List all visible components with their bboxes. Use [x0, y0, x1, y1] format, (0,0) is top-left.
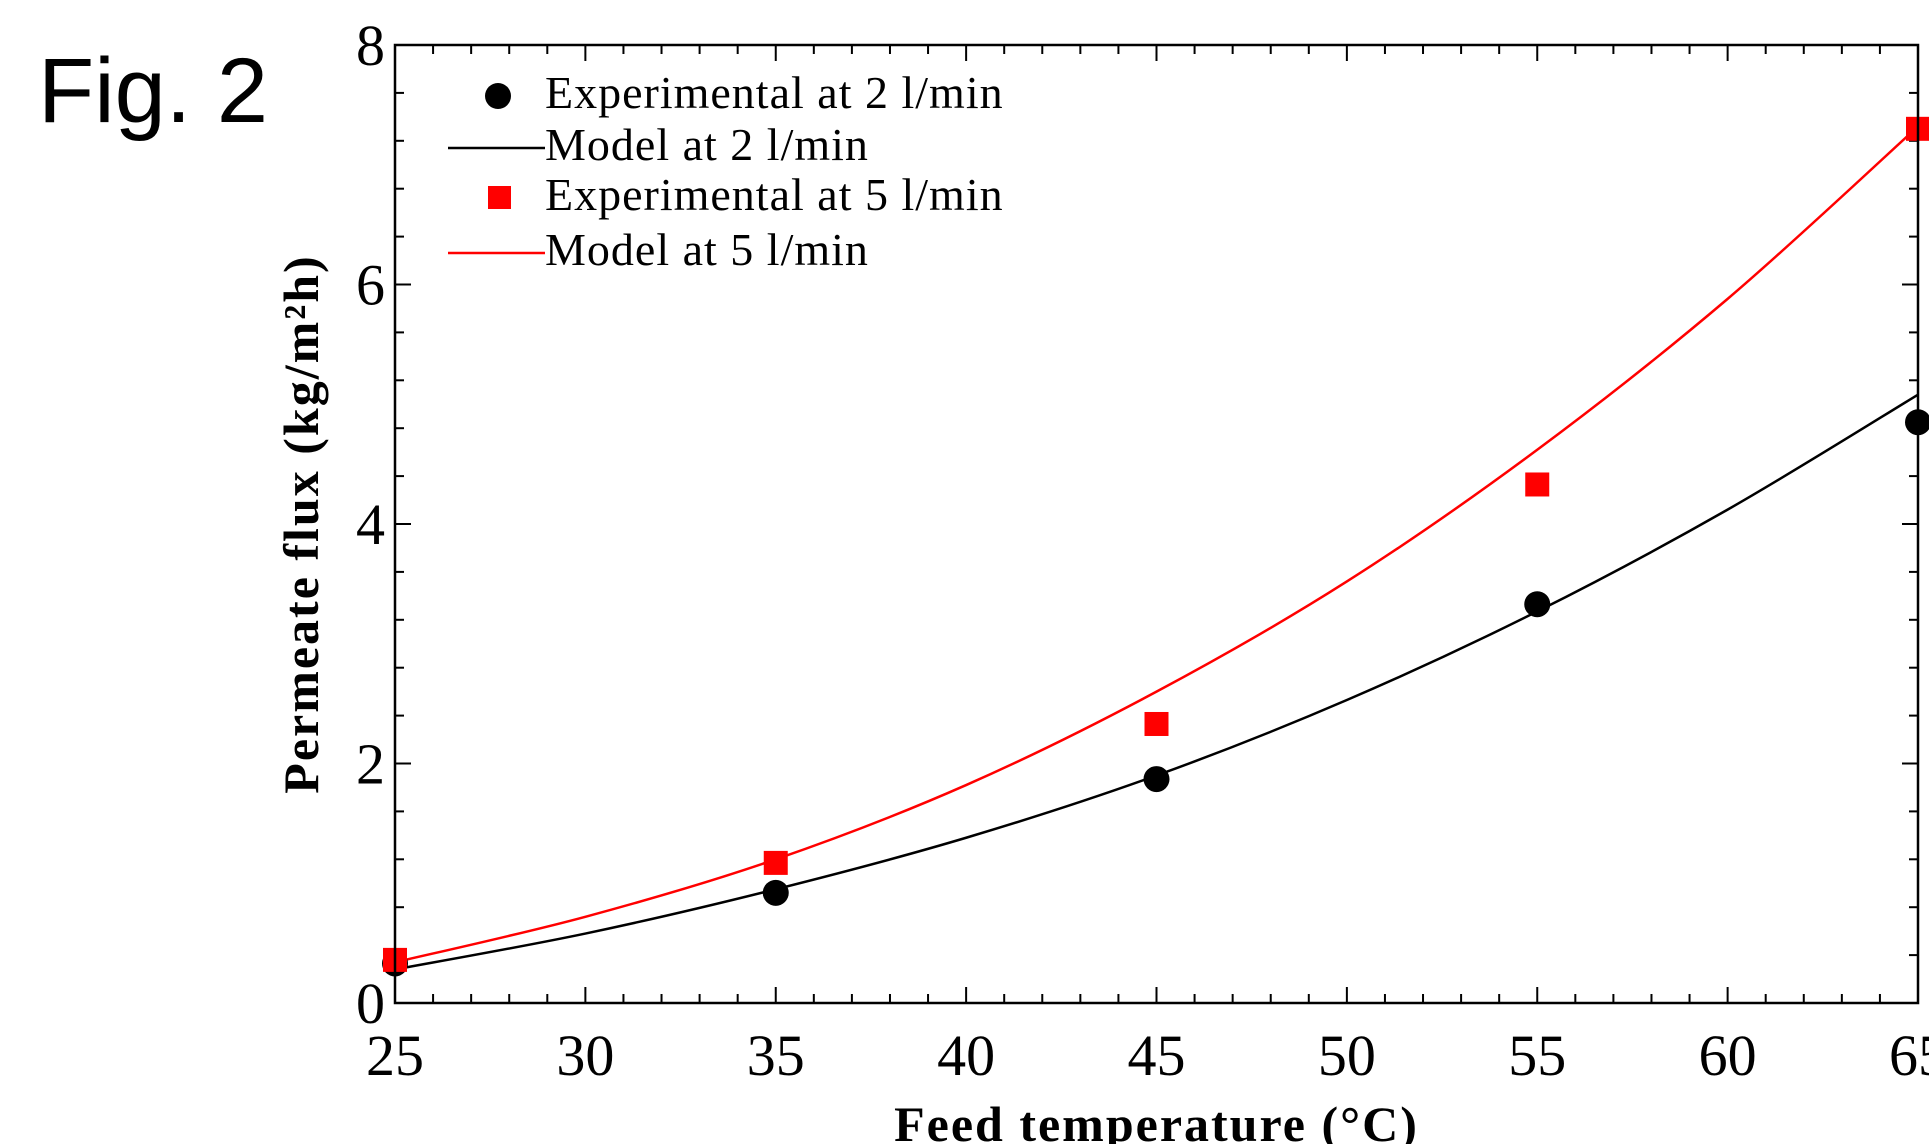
plot-frame [393, 43, 1920, 1005]
y-tick-label: 2 [356, 732, 385, 797]
x-tick-label: 30 [556, 1023, 614, 1088]
data-point-square [1144, 711, 1169, 736]
x-tick-label: 35 [747, 1023, 805, 1088]
data-point-square [1525, 472, 1550, 497]
x-axis-title: Feed temperature (°C) [894, 1096, 1419, 1144]
y-tick-label: 4 [356, 492, 385, 557]
x-tick-label: 45 [1128, 1023, 1186, 1088]
x-tick-label: 50 [1318, 1023, 1376, 1088]
x-tick-label: 60 [1699, 1023, 1757, 1088]
legend-marker [485, 83, 511, 109]
x-tick-label: 40 [937, 1023, 995, 1088]
y-tick-label: 0 [356, 971, 385, 1036]
legend-label: Model at 5 l/min [545, 224, 869, 275]
figure-label: Fig. 2 [38, 40, 269, 142]
x-tick-label: 25 [366, 1023, 424, 1088]
y-tick-label: 6 [356, 253, 385, 318]
data-point-circle [1143, 766, 1170, 793]
series-line [394, 393, 1919, 971]
legend-label: Model at 2 l/min [545, 119, 869, 170]
series-line [394, 125, 1919, 964]
y-tick-labels: 0 2 4 6 8 [356, 13, 385, 1036]
legend-label: Experimental at 5 l/min [545, 169, 1004, 220]
legend-marker [488, 186, 511, 209]
legend-label: Experimental at 2 l/min [545, 67, 1004, 118]
data-point-square [763, 850, 788, 875]
data-point-circle [1524, 591, 1551, 618]
data-point-circle [762, 879, 789, 906]
y-tick-label: 8 [356, 13, 385, 78]
x-tick-label: 65 [1889, 1023, 1929, 1088]
y-axis-title: Permeate flux (kg/m²h) [273, 254, 329, 793]
x-tick-label: 55 [1508, 1023, 1566, 1088]
x-tick-labels: 25 30 35 40 45 50 55 60 65 [366, 1023, 1929, 1088]
